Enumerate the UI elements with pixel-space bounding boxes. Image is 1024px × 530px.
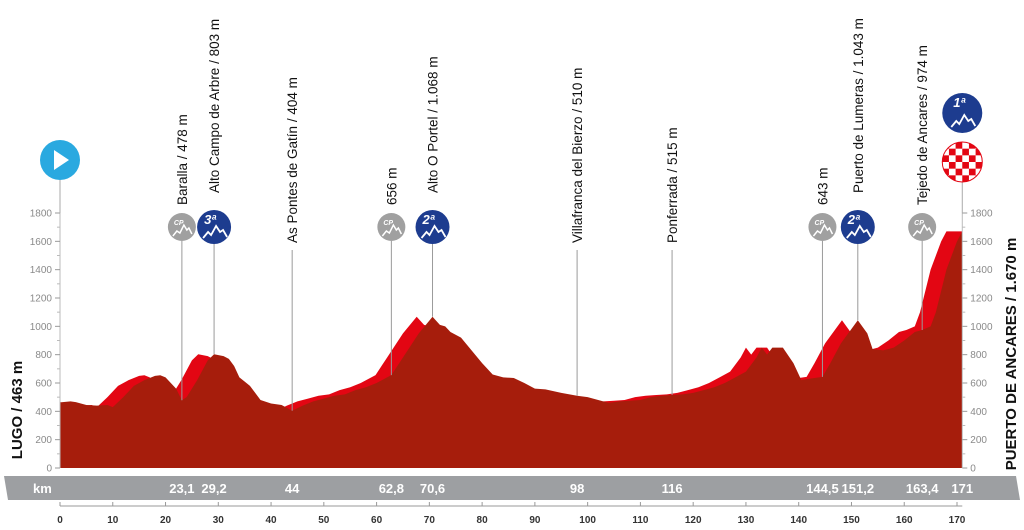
marker-label: As Pontes de Gatín / 404 m: [285, 77, 300, 243]
km-marker-label: 151,2: [842, 481, 875, 496]
x-tick-label: 160: [896, 515, 913, 526]
marker-label: Villafranca del Bierzo / 510 m: [570, 68, 585, 243]
marker-label: 643 m: [815, 167, 830, 205]
y-tick-label-right: 400: [970, 407, 987, 418]
category-label: 2ª: [847, 212, 861, 227]
x-tick-label: 40: [265, 515, 277, 526]
y-tick-label-right: 200: [970, 435, 987, 446]
mountain-icon: [912, 223, 933, 237]
km-marker-label: 44: [285, 481, 300, 496]
y-tick-label-left: 1400: [30, 265, 53, 276]
marker-label: Baralla / 478 m: [175, 114, 190, 205]
km-marker-label: 29,2: [201, 481, 226, 496]
mountain-icon: [381, 223, 403, 237]
y-tick-label-right: 600: [970, 379, 987, 390]
km-marker-label: 163,4: [906, 481, 939, 496]
mountain-icon: [172, 223, 193, 237]
x-tick-label: 150: [843, 515, 860, 526]
finish-icon-border: [941, 141, 983, 183]
x-tick-label: 100: [579, 515, 596, 526]
category-label: 3ª: [204, 212, 217, 227]
x-tick-label: 30: [213, 515, 225, 526]
km-marker-label: 171: [951, 481, 973, 496]
x-tick-label: 10: [107, 515, 119, 526]
y-tick-label-left: 1000: [30, 322, 53, 333]
y-tick-label-right: 1200: [970, 294, 993, 305]
marker-label: Alto Campo de Arbre / 803 m: [207, 19, 222, 193]
marker-label: Tejedo de Ancares / 974 m: [915, 45, 930, 205]
cp-text: CP: [383, 220, 393, 227]
y-tick-label-left: 0: [46, 464, 52, 475]
y-tick-label-left: 400: [35, 407, 52, 418]
y-tick-label-left: 600: [35, 379, 52, 390]
sprint-cp-icon: [377, 213, 406, 241]
km-marker-label: 70,6: [420, 481, 445, 496]
mountain-icon: [812, 223, 834, 237]
cp-text: CP: [174, 220, 184, 227]
km-marker-label: 116: [662, 481, 683, 496]
x-tick-label: 60: [371, 515, 383, 526]
mountain-icon: [846, 224, 872, 239]
category-1-badge: [942, 93, 983, 133]
x-tick-label: 120: [685, 515, 702, 526]
finish-checkered-flag-icon: [942, 142, 983, 182]
x-tick-label: 50: [318, 515, 330, 526]
y-tick-label-right: 0: [970, 464, 976, 475]
x-tick-label: 80: [477, 515, 489, 526]
km-marker-label: 98: [570, 481, 584, 496]
category-label: 1ª: [953, 95, 966, 110]
y-tick-label-left: 1600: [30, 237, 53, 248]
mountain-icon: [202, 224, 228, 239]
y-tick-label-right: 1800: [970, 209, 993, 220]
y-tick-label-right: 1600: [970, 237, 993, 248]
x-tick-label: 20: [160, 515, 172, 526]
x-tick-label: 170: [949, 515, 966, 526]
elevation-profile-area: [60, 231, 963, 468]
x-tick-label: 90: [529, 515, 541, 526]
y-tick-label-right: 1400: [970, 265, 993, 276]
marker-label: Puerto de Lumeras / 1.043 m: [851, 18, 866, 193]
marker-label: Alto O Portel / 1.068 m: [426, 56, 441, 193]
y-tick-label-left: 200: [35, 435, 52, 446]
sprint-cp-icon: [167, 213, 196, 241]
km-band: [4, 476, 1020, 500]
marker-label: Ponferrada / 515 m: [665, 127, 680, 243]
y-tick-label-left: 1200: [30, 294, 53, 305]
km-band-label: km: [33, 481, 52, 496]
x-tick-label: 70: [424, 515, 436, 526]
y-tick-label-left: 1800: [30, 209, 53, 220]
x-tick-label: 110: [632, 515, 649, 526]
marker-label: 656 m: [384, 167, 399, 205]
category-label: 2ª: [422, 212, 436, 227]
sprint-cp-icon: [908, 213, 937, 241]
cp-text: CP: [814, 220, 824, 227]
y-tick-label-right: 800: [970, 350, 987, 361]
play-triangle-icon: [54, 150, 69, 170]
km-marker-label: 62,8: [379, 481, 404, 496]
x-tick-label: 0: [57, 515, 63, 526]
x-tick-label: 130: [738, 515, 755, 526]
y-tick-label-right: 1000: [970, 322, 993, 333]
start-location-label: LUGO / 463 m: [9, 361, 26, 459]
y-tick-label-left: 800: [35, 350, 52, 361]
finish-location-label: PUERTO DE ANCARES / 1.670 m: [1003, 238, 1020, 471]
mountain-icon: [950, 113, 977, 128]
x-tick-label: 140: [790, 515, 807, 526]
cp-text: CP: [914, 220, 924, 227]
sprint-cp-icon: [808, 213, 837, 241]
km-marker-label: 23,1: [169, 481, 194, 496]
mountain-icon: [420, 224, 447, 239]
km-marker-label: 144,5: [806, 481, 839, 496]
